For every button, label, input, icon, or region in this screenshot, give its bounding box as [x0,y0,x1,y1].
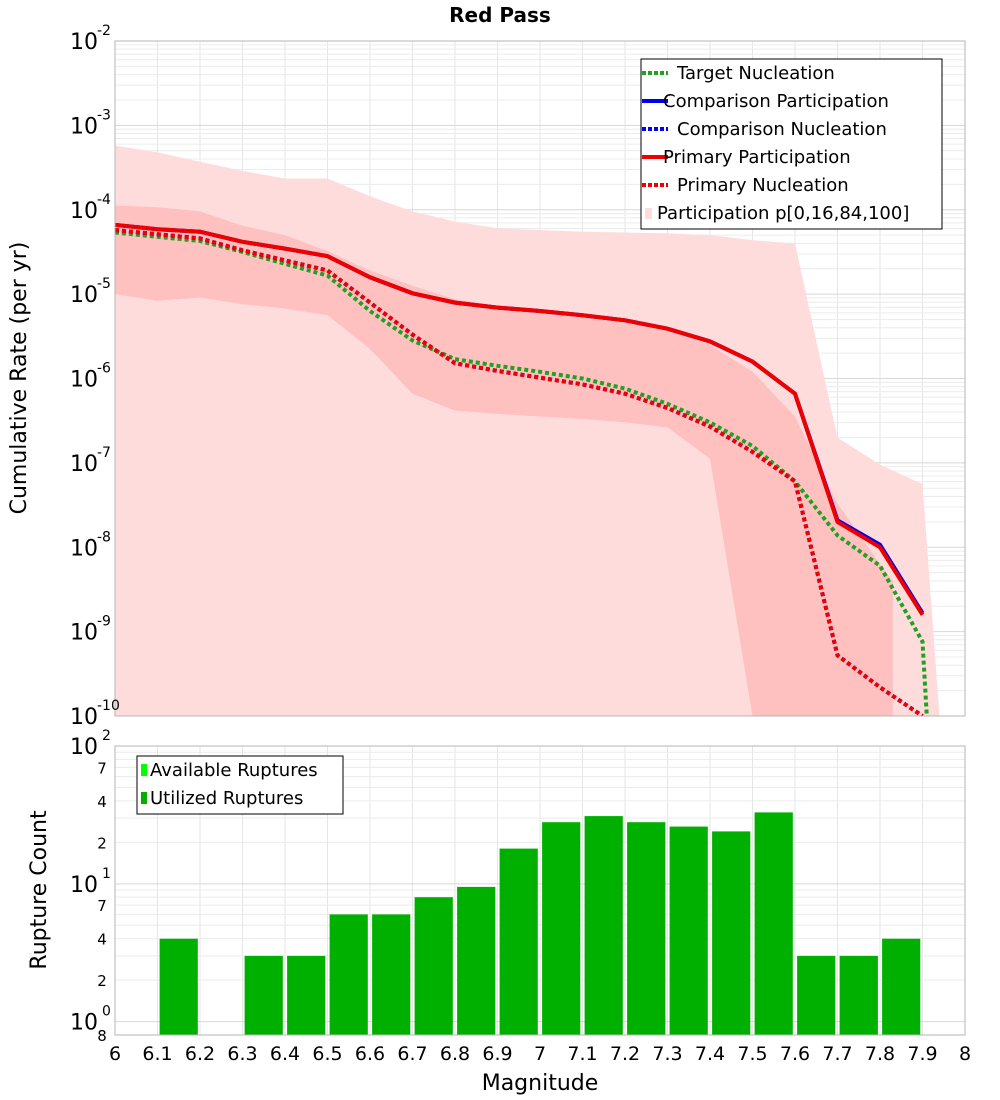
y-tick-exponent: -8 [97,529,111,545]
x-tick-label: 7.3 [652,1043,682,1065]
top-y-axis-label: Cumulative Rate (per yr) [7,242,32,515]
x-tick-label: 6.2 [185,1043,215,1065]
x-tick-label: 7.8 [865,1043,895,1065]
rupture-bar [669,826,708,1035]
legend-label: Target Nucleation [676,63,835,84]
y-tick-exponent: -4 [97,192,111,208]
rupture-bar [584,816,623,1035]
bottom-y-tick-exponent: 0 [102,1004,111,1020]
bottom-y-tick-label: 10 [70,873,98,898]
legend-label: Primary Nucleation [677,175,849,196]
bottom-x-ticks: 6 6.1 6.2 6.3 6.4 6.5 6.6 6.7 6.8 6.9 7 7.1 7.2 7.3 7.… [109,1043,971,1065]
rupture-bar [329,914,368,1035]
legend-label: Participation p[0,16,84,100] [657,203,909,224]
rupture-bar [542,822,581,1035]
y-tick-exponent: -9 [97,614,111,630]
rupture-bar [839,955,878,1035]
bottom-y-minor-tick-label: 4 [97,931,107,949]
y-tick-label: 10 [70,536,98,561]
bottom-y-tick-exponent: 2 [102,728,111,744]
rupture-bar [414,897,453,1035]
x-tick-label: 6.1 [142,1043,172,1065]
y-tick-exponent: -3 [97,107,111,123]
y-tick-label: 10 [70,114,98,139]
bottom-legend-box [136,755,344,815]
legend-swatch [141,764,147,776]
bottom-bars [159,812,921,1035]
series-line-target-nucleation [115,230,929,716]
rupture-bar [372,914,411,1035]
rupture-bar [499,848,538,1035]
rupture-bar [244,955,283,1035]
rupture-bar [159,938,198,1035]
y-tick-label: 10 [70,283,98,308]
bottom-legend: Available Ruptures Utilized Ruptures [136,755,344,815]
y-tick-exponent: -7 [97,445,111,461]
x-tick-label: 7.5 [737,1043,767,1065]
top-lines [115,222,929,716]
y-tick-exponent: -2 [97,23,111,39]
rupture-bar [457,886,496,1035]
legend-label: Utilized Ruptures [150,788,303,809]
x-tick-label: 6 [109,1043,121,1065]
bottom-y-tick-label: 10 [70,1011,98,1036]
bottom-y-minor-tick-label: 4 [97,793,107,811]
y-tick-label: 10 [70,705,98,730]
x-tick-label: 6.9 [482,1043,512,1065]
bottom-y-minor-tick-label: 7 [97,759,107,777]
rupture-bar [712,831,751,1035]
x-tick-label: 7.6 [780,1043,810,1065]
x-tick-label: 6.6 [355,1043,385,1065]
y-tick-exponent: -10 [97,698,120,714]
series-line-primary-participation [115,222,925,616]
y-tick-label: 10 [70,621,98,646]
top-legend: Target Nucleation Comparison Participatio… [640,58,943,230]
y-tick-exponent: -6 [97,361,111,377]
chart-title: Red Pass [449,3,551,27]
y-tick-label: 10 [70,452,98,477]
x-tick-label: 8 [959,1043,971,1065]
x-tick-label: 6.4 [270,1043,300,1065]
legend-label: Primary Participation [663,147,851,168]
rupture-bar [882,938,921,1035]
rupture-bar [797,955,836,1035]
x-tick-label: 6.8 [440,1043,470,1065]
x-tick-label: 6.7 [397,1043,427,1065]
bottom-y-axis-label: Rupture Count [27,810,52,970]
rupture-bar [754,812,793,1035]
top-plot-frame [114,40,966,717]
x-tick-label: 7.2 [610,1043,640,1065]
bottom-plot-frame [114,745,966,1036]
bottom-y-minor-tick-label: 2 [97,834,107,852]
x-tick-label: 6.3 [227,1043,257,1065]
bottom-y-tick-exponent: 1 [102,866,111,882]
legend-swatch [141,792,147,804]
x-tick-label: 7.7 [822,1043,852,1065]
x-tick-label: 7.1 [567,1043,597,1065]
x-axis-label: Magnitude [482,1071,599,1096]
rupture-bar [287,955,326,1035]
legend-label: Available Ruptures [150,760,318,781]
x-tick-label: 7.4 [695,1043,725,1065]
y-tick-label: 10 [70,30,98,55]
legend-label: Comparison Participation [663,91,889,112]
x-tick-label: 6.5 [312,1043,342,1065]
bottom-y-tick-label: 10 [70,735,98,760]
y-tick-label: 10 [70,199,98,224]
y-tick-label: 10 [70,368,98,393]
rupture-bar [627,822,666,1035]
legend-label: Comparison Nucleation [677,119,887,140]
bottom-y-minor-tick-label: 7 [97,897,107,915]
series-line-primary-nucleation [115,228,924,716]
bottom-y-minor-tick-label: 2 [97,972,107,990]
bottom-y-minor-tick-label: 8 [97,1027,107,1045]
top-legend-box [640,58,943,230]
legend-swatch [645,208,652,219]
x-tick-label: 7 [534,1043,546,1065]
x-tick-label: 7.9 [907,1043,937,1065]
y-tick-exponent: -5 [97,276,111,292]
